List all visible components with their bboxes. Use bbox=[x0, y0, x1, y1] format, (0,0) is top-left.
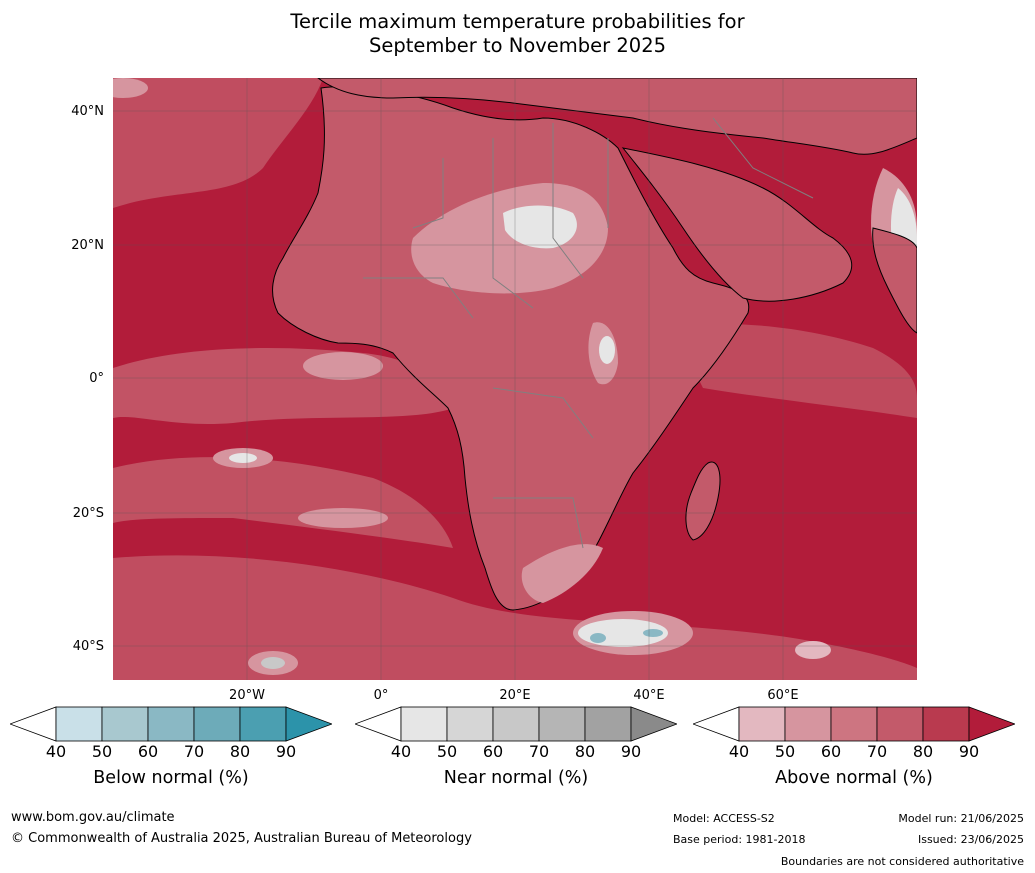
footer-base-period: Base period: 1981-2018 bbox=[673, 833, 806, 846]
lat-label-20n: 20°N bbox=[71, 238, 104, 253]
probability-map bbox=[113, 78, 917, 680]
colorbar-segment bbox=[55, 706, 103, 742]
colorbar-above-normal bbox=[693, 706, 1015, 742]
colorbar-near-label: Near normal (%) bbox=[443, 768, 589, 788]
tick-label: 50 bbox=[91, 742, 113, 761]
lon-label-60e: 60°E bbox=[767, 688, 799, 703]
ocean-pale-patch-3 bbox=[229, 453, 257, 463]
colorbar-segment bbox=[922, 706, 970, 742]
colorbar-segment bbox=[876, 706, 924, 742]
title-line-2: September to November 2025 bbox=[368, 34, 667, 57]
tick-label: 50 bbox=[774, 742, 796, 761]
ocean-pale-patch-9 bbox=[795, 641, 831, 659]
colorbar-left-extend bbox=[10, 706, 57, 742]
tick-label: 70 bbox=[183, 742, 205, 761]
title-line-1: Tercile maximum temperature probabilitie… bbox=[290, 10, 745, 33]
colorbar-near-normal bbox=[355, 706, 677, 742]
colorbar-segment bbox=[193, 706, 241, 742]
map-title: Tercile maximum temperature probabilitie… bbox=[0, 10, 1035, 58]
lat-label-40s: 40°S bbox=[72, 639, 104, 654]
lon-label-40e: 40°E bbox=[633, 688, 665, 703]
lat-label-40n: 40°N bbox=[71, 104, 104, 119]
tick-label: 80 bbox=[229, 742, 251, 761]
tick-label: 40 bbox=[390, 742, 412, 761]
ocean-pale-patch-4 bbox=[298, 508, 388, 528]
colorbar-segment bbox=[492, 706, 540, 742]
india bbox=[872, 227, 917, 334]
east-africa-gray bbox=[599, 336, 615, 364]
tick-label: 60 bbox=[820, 742, 842, 761]
arabian-peninsula bbox=[621, 147, 853, 302]
footer-disclaimer: Boundaries are not considered authoritat… bbox=[780, 855, 1024, 868]
colorbar-segment bbox=[538, 706, 586, 742]
tick-label: 90 bbox=[620, 742, 642, 761]
colorbar-segment bbox=[738, 706, 786, 742]
tick-label: 40 bbox=[728, 742, 750, 761]
ocean-band-north bbox=[113, 78, 323, 208]
lon-label-20w: 20°W bbox=[229, 688, 265, 703]
tick-label: 50 bbox=[436, 742, 458, 761]
southern-africa-pale bbox=[521, 544, 603, 603]
lat-label-0: 0° bbox=[89, 371, 104, 386]
footer-url: www.bom.gov.au/climate bbox=[11, 810, 175, 825]
colorbar-left-extend bbox=[693, 706, 740, 742]
footer-copyright: © Commonwealth of Australia 2025, Austra… bbox=[11, 831, 472, 846]
tick-label: 90 bbox=[958, 742, 980, 761]
country-borders bbox=[363, 117, 814, 549]
ocean-blue-patch-2 bbox=[643, 629, 663, 637]
colorbar-segment bbox=[830, 706, 878, 742]
tick-label: 60 bbox=[482, 742, 504, 761]
colorbar-below-normal bbox=[10, 706, 332, 742]
tick-label: 60 bbox=[137, 742, 159, 761]
colorbar-segment bbox=[400, 706, 448, 742]
colorbar-below-label: Below normal (%) bbox=[93, 768, 249, 788]
footer-issued: Issued: 23/06/2025 bbox=[917, 833, 1024, 846]
footer-model-run: Model run: 21/06/2025 bbox=[898, 812, 1024, 825]
europe-middle-east bbox=[317, 78, 917, 155]
sahara-gray-core bbox=[503, 205, 577, 249]
colorbar-segment bbox=[446, 706, 494, 742]
ocean-pale-patch-8 bbox=[261, 657, 285, 669]
colorbar-left-extend bbox=[355, 706, 402, 742]
tick-label: 80 bbox=[574, 742, 596, 761]
tick-label: 40 bbox=[45, 742, 67, 761]
lon-label-20e: 20°E bbox=[499, 688, 531, 703]
tick-label: 70 bbox=[528, 742, 550, 761]
colorbar-segment bbox=[584, 706, 632, 742]
colorbar-segment bbox=[784, 706, 832, 742]
lon-label-0: 0° bbox=[373, 688, 389, 703]
colorbar-right-extend bbox=[285, 706, 332, 742]
madagascar bbox=[685, 461, 721, 541]
colorbar-right-extend bbox=[630, 706, 677, 742]
ocean-pale-patch-10 bbox=[113, 78, 148, 98]
colorbar-right-extend bbox=[968, 706, 1015, 742]
ocean-blue-patch-1 bbox=[590, 633, 606, 643]
footer-model: Model: ACCESS-S2 bbox=[673, 812, 775, 825]
tick-label: 70 bbox=[866, 742, 888, 761]
ocean-pale-patch-1 bbox=[303, 352, 383, 380]
colorbar-segment bbox=[147, 706, 195, 742]
colorbar-segment bbox=[101, 706, 149, 742]
tick-label: 80 bbox=[912, 742, 934, 761]
tick-label: 90 bbox=[275, 742, 297, 761]
colorbar-above-label: Above normal (%) bbox=[775, 768, 933, 788]
ocean-band-indian bbox=[673, 324, 917, 418]
colorbar-segment bbox=[239, 706, 287, 742]
graticule bbox=[113, 78, 917, 680]
lat-label-20s: 20°S bbox=[72, 506, 104, 521]
